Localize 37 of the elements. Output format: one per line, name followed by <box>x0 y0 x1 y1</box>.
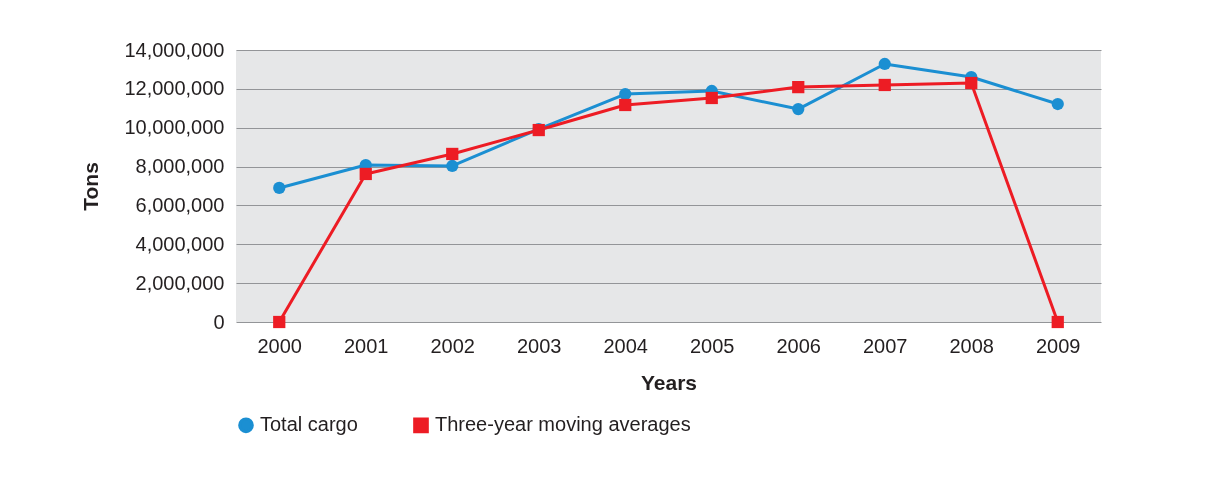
point <box>1051 97 1064 111</box>
point <box>446 159 459 173</box>
point <box>878 57 891 71</box>
y-tick-label: 0 <box>213 310 225 333</box>
y-tick-label: 10,000,000 <box>124 116 225 139</box>
point <box>619 98 632 112</box>
x-tick-label: 2008 <box>949 334 994 357</box>
point <box>1051 315 1064 329</box>
y-tick-label: 4,000,000 <box>135 232 225 255</box>
point <box>273 181 286 195</box>
y-tick-label: 14,000,000 <box>124 38 225 61</box>
y-tick-label: 2,000,000 <box>135 271 225 294</box>
point <box>878 78 891 92</box>
point <box>619 87 632 101</box>
x-tick-label: 2003 <box>517 334 562 357</box>
point <box>359 167 372 181</box>
x-tick-label: 2006 <box>776 334 821 357</box>
point <box>705 91 718 105</box>
x-tick-label: 2007 <box>863 334 908 357</box>
y-axis-title: Tons <box>79 162 103 211</box>
x-tick-label: 2009 <box>1036 334 1081 357</box>
point <box>446 147 459 161</box>
point <box>273 315 286 329</box>
x-tick-label: 2000 <box>257 334 302 357</box>
point <box>965 76 978 90</box>
x-tick-label: 2001 <box>344 334 389 357</box>
x-tick-label: 2004 <box>603 334 648 357</box>
legend-label: Total cargo <box>260 413 358 436</box>
x-tick-label: 2002 <box>430 334 475 357</box>
y-tick-label: 8,000,000 <box>135 155 225 178</box>
point <box>792 102 805 116</box>
x-tick-label: 2005 <box>690 334 735 357</box>
legend-label: Three-year moving averages <box>435 413 691 436</box>
x-axis-title: Years <box>640 370 698 394</box>
y-tick-label: 12,000,000 <box>124 77 225 100</box>
point <box>792 80 805 94</box>
y-tick-label: 6,000,000 <box>135 193 225 216</box>
